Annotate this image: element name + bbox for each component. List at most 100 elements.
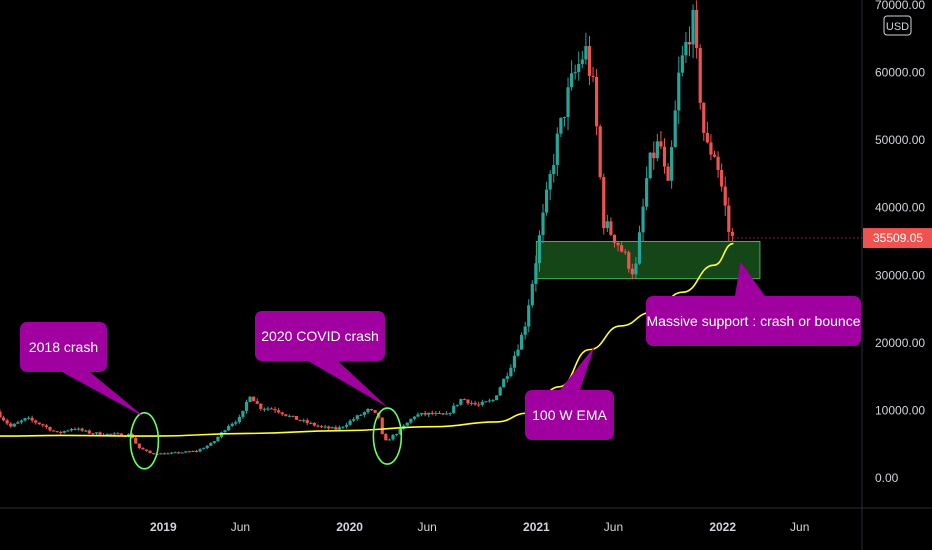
candle-body-175 bbox=[623, 251, 627, 253]
crash-circle-2 bbox=[372, 407, 403, 465]
candle-body-154 bbox=[548, 174, 552, 190]
candle-body-197 bbox=[702, 102, 706, 133]
candle-body-165 bbox=[587, 46, 592, 76]
candle-body-127 bbox=[452, 405, 456, 414]
callout-label-crash-2020: 2020 COVID crash bbox=[261, 328, 379, 344]
candle-body-42 bbox=[148, 450, 152, 454]
candle-body-160 bbox=[570, 73, 574, 88]
candle-body-142 bbox=[505, 376, 509, 379]
candle-body-171 bbox=[609, 221, 613, 235]
x-tick-label-0: 2019 bbox=[150, 520, 177, 534]
candle-body-137 bbox=[487, 400, 492, 402]
candle-body-191 bbox=[680, 55, 684, 73]
candle-body-177 bbox=[630, 268, 634, 275]
candle-body-72 bbox=[255, 401, 259, 404]
candle-body-126 bbox=[448, 413, 452, 415]
y-tick-label-7: 0.00 bbox=[875, 471, 899, 485]
candle-body-132 bbox=[469, 402, 474, 404]
candle-body-121 bbox=[430, 412, 434, 415]
candle-body-61 bbox=[216, 436, 220, 442]
candle-body-40 bbox=[141, 448, 145, 450]
candle-body-38 bbox=[134, 437, 138, 444]
candle-body-176 bbox=[627, 252, 631, 269]
candle-body-130 bbox=[462, 399, 467, 401]
candle-body-93 bbox=[330, 427, 334, 429]
candle-body-12 bbox=[41, 424, 45, 426]
candle-body-17 bbox=[59, 431, 63, 433]
candle-body-0 bbox=[0, 411, 2, 418]
candle-body-102 bbox=[362, 412, 366, 415]
candle-body-157 bbox=[559, 117, 563, 134]
candle-body-159 bbox=[566, 87, 570, 118]
candle-body-31 bbox=[109, 433, 113, 435]
callout-label-ema: 100 W EMA bbox=[532, 407, 607, 423]
candle-body-173 bbox=[616, 242, 620, 246]
candle-body-168 bbox=[598, 126, 602, 178]
candle-body-64 bbox=[227, 425, 231, 431]
candle-body-170 bbox=[605, 221, 609, 229]
candle-body-78 bbox=[277, 410, 281, 413]
candle-body-163 bbox=[580, 59, 584, 65]
candle-body-19 bbox=[66, 430, 70, 432]
candle-body-117 bbox=[416, 414, 420, 417]
candle-body-178 bbox=[634, 263, 638, 275]
candle-body-67 bbox=[237, 416, 241, 423]
candle-body-30 bbox=[105, 433, 109, 436]
candle-body-131 bbox=[466, 399, 470, 404]
candle-body-156 bbox=[555, 133, 559, 166]
candle-body-2 bbox=[5, 420, 9, 424]
candle-body-36 bbox=[127, 434, 131, 437]
candle-body-152 bbox=[541, 212, 545, 236]
candle-body-80 bbox=[284, 414, 288, 416]
axes-layer: 70000.00 60000.00 50000.00 40000.00 30000.00… bbox=[150, 0, 932, 534]
candle-body-20 bbox=[69, 429, 74, 431]
x-tick-label-7: Jun bbox=[790, 520, 809, 534]
x-tick-label-4: 2021 bbox=[523, 520, 550, 534]
candle-body-25 bbox=[87, 430, 91, 434]
candle-body-86 bbox=[305, 420, 309, 424]
candle-body-166 bbox=[591, 75, 595, 77]
candle-body-146 bbox=[519, 334, 524, 350]
candle-body-83 bbox=[294, 416, 299, 420]
candle-body-183 bbox=[652, 152, 656, 159]
candle-body-202 bbox=[720, 169, 724, 187]
candle-body-187 bbox=[666, 166, 670, 181]
candle-body-50 bbox=[177, 452, 181, 454]
candle-body-186 bbox=[662, 146, 667, 167]
callout-pointer-crash-2018 bbox=[62, 372, 145, 418]
candle-body-114 bbox=[405, 422, 409, 426]
candle-body-41 bbox=[144, 449, 149, 451]
candle-body-116 bbox=[412, 416, 417, 419]
candle-body-4 bbox=[12, 423, 16, 427]
candle-body-88 bbox=[312, 422, 316, 426]
candle-body-97 bbox=[344, 424, 349, 427]
candle-body-49 bbox=[173, 452, 177, 454]
candle-body-145 bbox=[516, 349, 520, 356]
candle-body-196 bbox=[698, 48, 702, 103]
candle-body-54 bbox=[191, 450, 195, 452]
candle-body-115 bbox=[409, 418, 413, 423]
candle-body-51 bbox=[180, 452, 184, 454]
candle-body-136 bbox=[484, 401, 488, 403]
candle-body-200 bbox=[712, 154, 717, 157]
candle-body-181 bbox=[645, 178, 649, 207]
candle-body-16 bbox=[55, 431, 59, 433]
candle-body-8 bbox=[26, 417, 31, 419]
callout-pointer-ema bbox=[560, 346, 595, 390]
candle-body-188 bbox=[670, 147, 674, 181]
candle-body-68 bbox=[241, 410, 245, 417]
candle-body-47 bbox=[166, 453, 170, 455]
candle-body-148 bbox=[527, 305, 531, 327]
candle-body-15 bbox=[51, 430, 56, 432]
callout-box-ema bbox=[525, 390, 614, 440]
candle-body-110 bbox=[391, 434, 395, 440]
candle-body-99 bbox=[352, 419, 356, 421]
currency-unit-label: USD bbox=[886, 21, 909, 33]
candle-body-204 bbox=[727, 205, 731, 232]
candle-body-26 bbox=[91, 433, 95, 435]
candle-body-103 bbox=[366, 408, 370, 413]
candle-body-73 bbox=[259, 403, 263, 409]
candle-body-174 bbox=[620, 245, 624, 252]
